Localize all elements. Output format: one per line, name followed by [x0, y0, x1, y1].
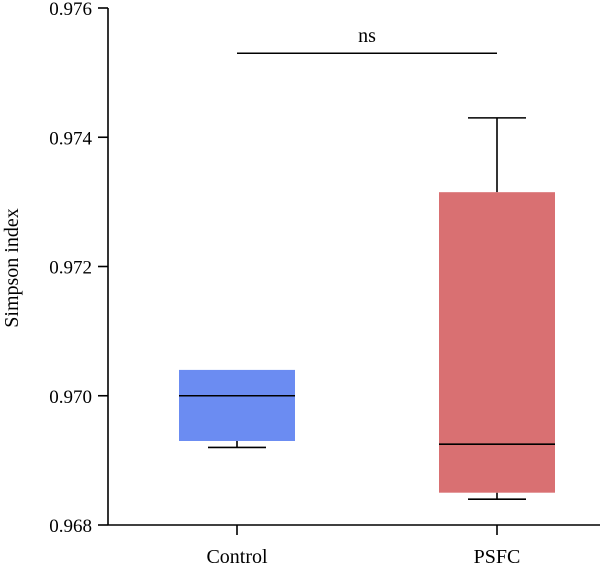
y-tick-label: 0.972 — [49, 258, 92, 279]
y-axis: 0.968 0.970 0.972 0.974 0.976 — [49, 0, 109, 537]
box-control — [179, 369, 295, 449]
box-psfc — [439, 117, 555, 500]
x-category-label: PSFC — [474, 546, 521, 564]
y-tick-label: 0.970 — [49, 387, 92, 408]
y-axis-title: Simpson index — [1, 208, 23, 327]
y-tick-label: 0.968 — [49, 516, 92, 537]
boxes — [179, 117, 555, 500]
significance-label: ns — [358, 25, 376, 47]
x-category-label: Control — [206, 546, 268, 564]
significance-annotation: ns — [237, 25, 497, 55]
box-body — [179, 369, 295, 441]
box-body — [439, 192, 555, 493]
y-tick-label: 0.976 — [49, 0, 92, 20]
x-axis: Control PSFC — [108, 524, 600, 564]
y-tick-label: 0.974 — [49, 128, 92, 149]
